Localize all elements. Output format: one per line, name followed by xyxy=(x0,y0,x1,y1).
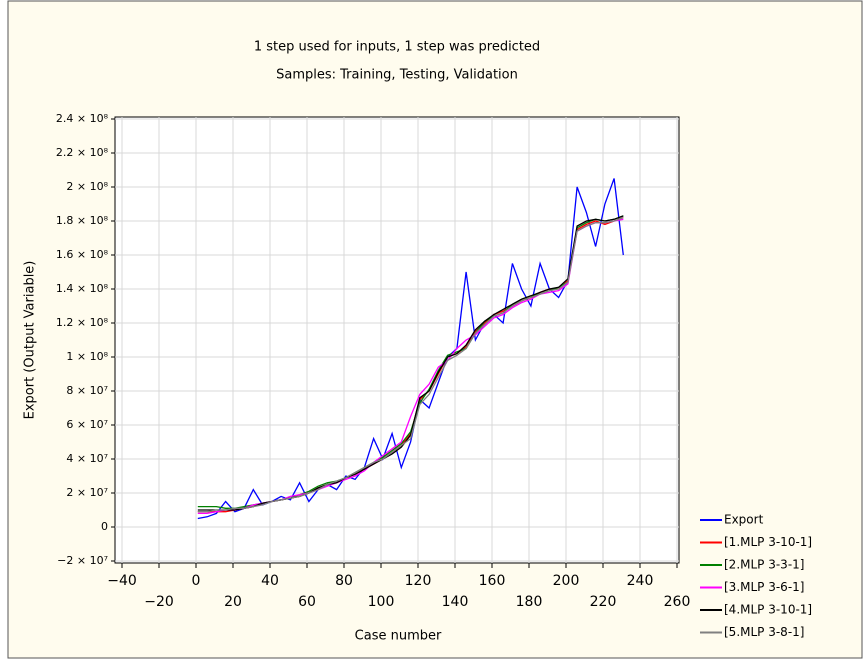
y-tick-label: 1.6 × 10⁸ xyxy=(56,248,109,261)
y-tick-label: 6 × 10⁷ xyxy=(66,418,108,431)
x-tick-label: 60 xyxy=(298,594,316,610)
y-tick-label: 2.4 × 10⁸ xyxy=(56,112,109,125)
y-tick-label: 1.8 × 10⁸ xyxy=(56,214,109,227)
y-tick-label: 1.4 × 10⁸ xyxy=(56,282,109,295)
plot-area xyxy=(114,116,680,564)
x-tick-label: −40 xyxy=(107,573,137,589)
x-tick-label: 120 xyxy=(405,573,432,589)
chart-subtitle: Samples: Training, Testing, Validation xyxy=(276,68,518,83)
x-tick-label: 80 xyxy=(335,573,353,589)
y-tick-label: 2.2 × 10⁸ xyxy=(56,146,109,159)
legend-label: [2.MLP 3-3-1] xyxy=(724,558,804,572)
x-tick-label: 140 xyxy=(442,594,469,610)
x-tick-label: 40 xyxy=(261,573,279,589)
x-tick-label: 0 xyxy=(192,573,201,589)
y-tick-label: 1 × 10⁸ xyxy=(66,350,108,363)
legend-label: [1.MLP 3-10-1] xyxy=(724,535,812,549)
y-tick-label: 2 × 10⁸ xyxy=(66,180,108,193)
legend-label: [4.MLP 3-10-1] xyxy=(724,603,812,617)
x-tick-label: −20 xyxy=(144,594,174,610)
x-tick-label: 220 xyxy=(590,594,617,610)
x-tick-label: 180 xyxy=(516,594,543,610)
x-tick-label: 160 xyxy=(479,573,506,589)
y-tick-label: −2 × 10⁷ xyxy=(57,554,108,567)
x-tick-label: 100 xyxy=(368,594,395,610)
y-tick-label: 4 × 10⁷ xyxy=(66,452,108,465)
y-axis-label: Export (Output Variable) xyxy=(23,261,38,420)
x-axis-label: Case number xyxy=(355,629,442,644)
x-tick-label: 240 xyxy=(627,573,654,589)
chart-title: 1 step used for inputs, 1 step was predi… xyxy=(254,40,540,55)
x-tick-label: 260 xyxy=(664,594,691,610)
x-tick-label: 200 xyxy=(553,573,580,589)
series-line xyxy=(197,216,624,513)
x-tick-label: 20 xyxy=(224,594,242,610)
y-tick-label: 1.2 × 10⁸ xyxy=(56,316,109,329)
legend-label: [5.MLP 3-8-1] xyxy=(724,625,804,639)
y-tick-label: 8 × 10⁷ xyxy=(66,384,108,397)
y-tick-label: 0 xyxy=(101,520,108,533)
legend-label: [3.MLP 3-6-1] xyxy=(724,580,804,594)
legend-label: Export xyxy=(724,513,764,527)
y-tick-label: 2 × 10⁷ xyxy=(66,486,108,499)
